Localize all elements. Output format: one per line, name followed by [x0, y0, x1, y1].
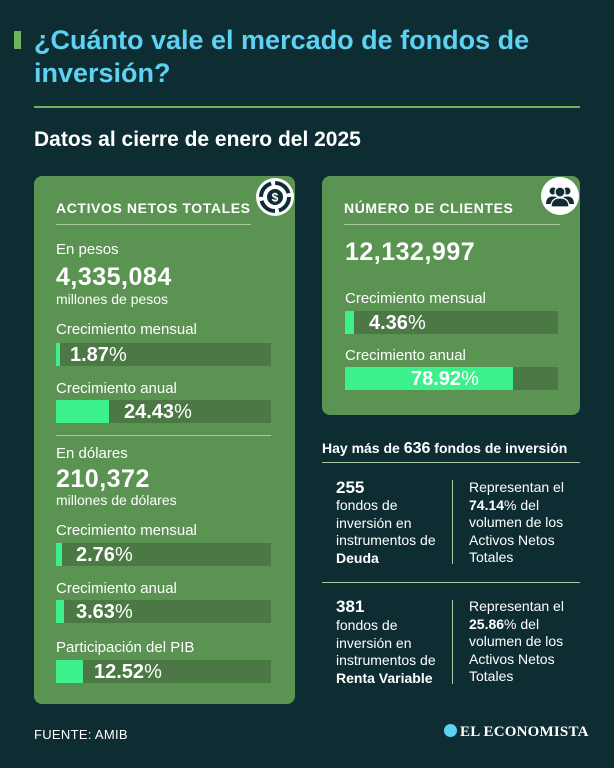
bar-fill — [56, 343, 61, 366]
fund-separator — [452, 600, 453, 684]
bar-value-label: 78.92% — [411, 368, 479, 390]
fund-share: Representan el 74.14% del volumen de los… — [469, 479, 564, 565]
bar-track: 3.63% — [56, 600, 271, 623]
title-accent-mark — [14, 31, 21, 49]
bar-value-label: 3.63% — [76, 601, 133, 623]
bar-value-label: 1.87% — [70, 344, 127, 366]
bar-fill — [345, 311, 355, 334]
metric-label: Participación del PIB — [56, 639, 195, 656]
clients-card-title: NÚMERO DE CLIENTES — [344, 200, 514, 216]
fund-count: 381 — [336, 597, 365, 616]
bar-track: 78.92% — [345, 367, 558, 390]
pesos-label: En pesos — [56, 241, 119, 258]
funds-row-divider — [322, 582, 580, 583]
bar-track: 2.76% — [56, 543, 271, 566]
metric-label: Crecimiento anual — [56, 580, 177, 597]
bar-track: 1.87% — [56, 343, 271, 366]
clients-card-divider — [344, 224, 560, 225]
bar-track: 12.52% — [56, 660, 271, 683]
funds-top-divider — [322, 462, 580, 463]
metric-label: Crecimiento mensual — [56, 522, 197, 539]
fund-description: fondos de inversión en instrumentos de R… — [336, 617, 436, 686]
svg-text:$: $ — [272, 191, 279, 205]
dollars-value: 210,372 — [56, 465, 150, 493]
people-icon — [541, 177, 579, 215]
brand-logo: EL ECONOMISTA — [444, 724, 589, 741]
fund-description: fondos de inversión en instrumentos de D… — [336, 497, 436, 566]
page-subtitle: Datos al cierre de enero del 2025 — [34, 128, 361, 151]
money-cycle-icon: $ — [256, 178, 294, 216]
pesos-value: 4,335,084 — [56, 263, 172, 291]
bar-fill — [56, 543, 62, 566]
section-divider — [56, 435, 271, 436]
bar-fill — [345, 367, 514, 390]
clients-value: 12,132,997 — [345, 238, 476, 266]
dollars-label: En dólares — [56, 445, 128, 462]
source-note: FUENTE: AMIB — [34, 727, 128, 742]
assets-card-title: ACTIVOS NETOS TOTALES — [56, 200, 251, 216]
page-title: ¿Cuánto vale el mercado de fondos de inv… — [34, 25, 530, 88]
fund-separator — [452, 480, 453, 564]
brand-icon — [444, 724, 457, 737]
bar-value-label: 2.76% — [76, 544, 133, 566]
funds-headline: Hay más de 636 fondos de inversión — [322, 440, 568, 457]
bar-track: 4.36% — [345, 311, 558, 334]
fund-share: Representan el 25.86% del volumen de los… — [469, 598, 564, 684]
metric-label: Crecimiento mensual — [56, 321, 197, 338]
bar-fill — [56, 400, 109, 423]
metric-label: Crecimiento anual — [56, 380, 177, 397]
dollars-unit: millones de dólares — [56, 492, 177, 508]
assets-card-divider — [56, 224, 251, 225]
bar-value-label: 12.52% — [94, 661, 162, 683]
bar-value-label: 24.43% — [124, 401, 192, 423]
bar-value-label: 4.36% — [369, 312, 426, 334]
fund-count: 255 — [336, 478, 365, 497]
metric-label: Crecimiento mensual — [345, 290, 486, 307]
bar-track: 24.43% — [56, 400, 271, 423]
bar-fill — [56, 660, 83, 683]
pesos-unit: millones de pesos — [56, 291, 169, 307]
metric-label: Crecimiento anual — [345, 347, 466, 364]
bar-fill — [56, 600, 64, 623]
title-divider — [34, 106, 580, 108]
